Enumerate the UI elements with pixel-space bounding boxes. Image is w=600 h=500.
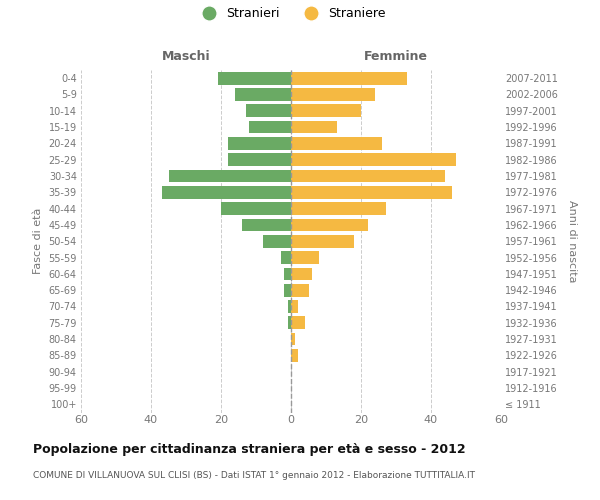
Bar [291,120,337,134]
Bar [291,235,354,248]
Bar [287,300,291,313]
Bar [291,88,375,101]
Bar [291,251,319,264]
Bar [291,72,407,85]
Bar [291,202,386,215]
Bar [242,218,291,232]
Bar [291,104,361,117]
Bar [291,268,312,280]
Bar [249,120,291,134]
Bar [228,154,291,166]
Bar [235,88,291,101]
Y-axis label: Anni di nascita: Anni di nascita [568,200,577,282]
Bar [284,268,291,280]
Bar [287,316,291,329]
Bar [291,170,445,182]
Bar [291,300,298,313]
Bar [291,284,308,296]
Bar [291,154,455,166]
Bar [284,284,291,296]
Text: Popolazione per cittadinanza straniera per età e sesso - 2012: Popolazione per cittadinanza straniera p… [33,442,466,456]
Bar [228,137,291,150]
Bar [291,349,298,362]
Text: Maschi: Maschi [161,50,211,63]
Bar [169,170,291,182]
Bar [291,316,305,329]
Legend: Stranieri, Straniere: Stranieri, Straniere [196,7,386,20]
Bar [291,218,368,232]
Bar [291,186,452,198]
Bar [245,104,291,117]
Bar [263,235,291,248]
Bar [291,137,382,150]
Bar [221,202,291,215]
Bar [161,186,291,198]
Y-axis label: Fasce di età: Fasce di età [33,208,43,274]
Text: COMUNE DI VILLANUOVA SUL CLISI (BS) - Dati ISTAT 1° gennaio 2012 - Elaborazione : COMUNE DI VILLANUOVA SUL CLISI (BS) - Da… [33,471,475,480]
Bar [218,72,291,85]
Text: Femmine: Femmine [364,50,428,63]
Bar [281,251,291,264]
Bar [291,332,295,345]
